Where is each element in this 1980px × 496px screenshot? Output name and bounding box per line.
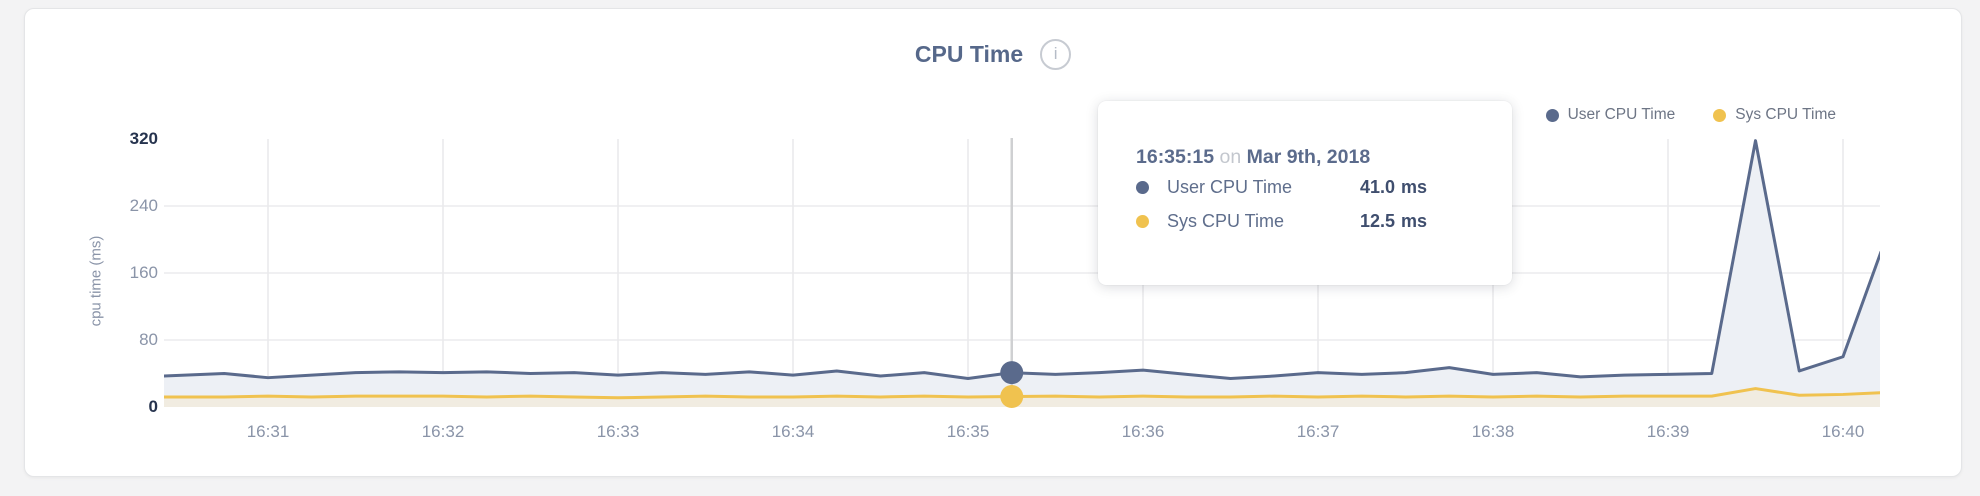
tooltip-sys-label: Sys CPU Time (1167, 210, 1285, 231)
legend-label-user: User CPU Time (1567, 106, 1676, 123)
y-tick-label: 80 (139, 330, 158, 349)
hover-marker-user (1000, 361, 1024, 385)
sys-series-color-dot (1713, 108, 1727, 122)
x-tick-label: 16:33 (596, 422, 640, 441)
line-user-cpu (164, 139, 1880, 381)
tooltip-date: Mar 9th, 2018 (1246, 146, 1371, 168)
hover-marker-sys (1000, 385, 1024, 409)
legend-item-user-cpu-time[interactable]: User CPU Time (1545, 106, 1676, 124)
tooltip-sys-value: 12.5 ms (1360, 210, 1428, 231)
tooltip-row-user: User CPU Time 41.0 ms (1136, 170, 1482, 204)
x-tick-label: 16:40 (1821, 422, 1865, 441)
tooltip-user-value: 41.0 ms (1360, 176, 1428, 197)
y-tick-label: 320 (129, 129, 158, 148)
legend-item-sys-cpu-time[interactable]: Sys CPU Time (1713, 106, 1836, 124)
chart-title: CPU Time (914, 41, 1024, 67)
legend-label-sys: Sys CPU Time (1735, 106, 1836, 123)
x-tick-label: 16:36 (1121, 422, 1165, 441)
area-user-cpu (164, 140, 1880, 407)
x-tick-label: 16:35 (946, 422, 990, 441)
plot-hover-area[interactable] (164, 139, 1880, 407)
user-series-color-dot (1136, 180, 1149, 194)
tooltip-row-sys: Sys CPU Time 12.5 ms (1136, 204, 1482, 238)
x-tick-label: 16:39 (1646, 422, 1690, 441)
y-tick-label: 0 (148, 397, 158, 416)
sys-series-color-dot (1136, 214, 1149, 228)
info-icon-glyph: i (1053, 44, 1058, 63)
x-tick-label: 16:32 (421, 422, 465, 441)
x-tick-label: 16:34 (771, 422, 815, 441)
card-header: CPU Time i (25, 37, 1961, 71)
y-tick-label: 240 (129, 196, 158, 215)
chart-tooltip: 16:35:15 on Mar 9th, 2018 User CPU Time … (1098, 101, 1512, 285)
tooltip-time: 16:35:15 (1136, 146, 1215, 168)
x-tick-label: 16:37 (1296, 422, 1340, 441)
chart-legend: User CPU Time Sys CPU Time (1545, 106, 1836, 124)
tooltip-user-label: User CPU Time (1167, 176, 1293, 197)
user-series-color-dot (1545, 108, 1559, 122)
info-icon[interactable]: i (1040, 38, 1072, 70)
line-sys-cpu (164, 387, 1880, 400)
y-tick-label: 160 (129, 263, 158, 282)
tooltip-timestamp: 16:35:15 on Mar 9th, 2018 (1136, 144, 1482, 170)
tooltip-conjunction: on (1219, 146, 1242, 168)
x-tick-label: 16:38 (1471, 422, 1515, 441)
x-tick-label: 16:31 (246, 422, 290, 441)
